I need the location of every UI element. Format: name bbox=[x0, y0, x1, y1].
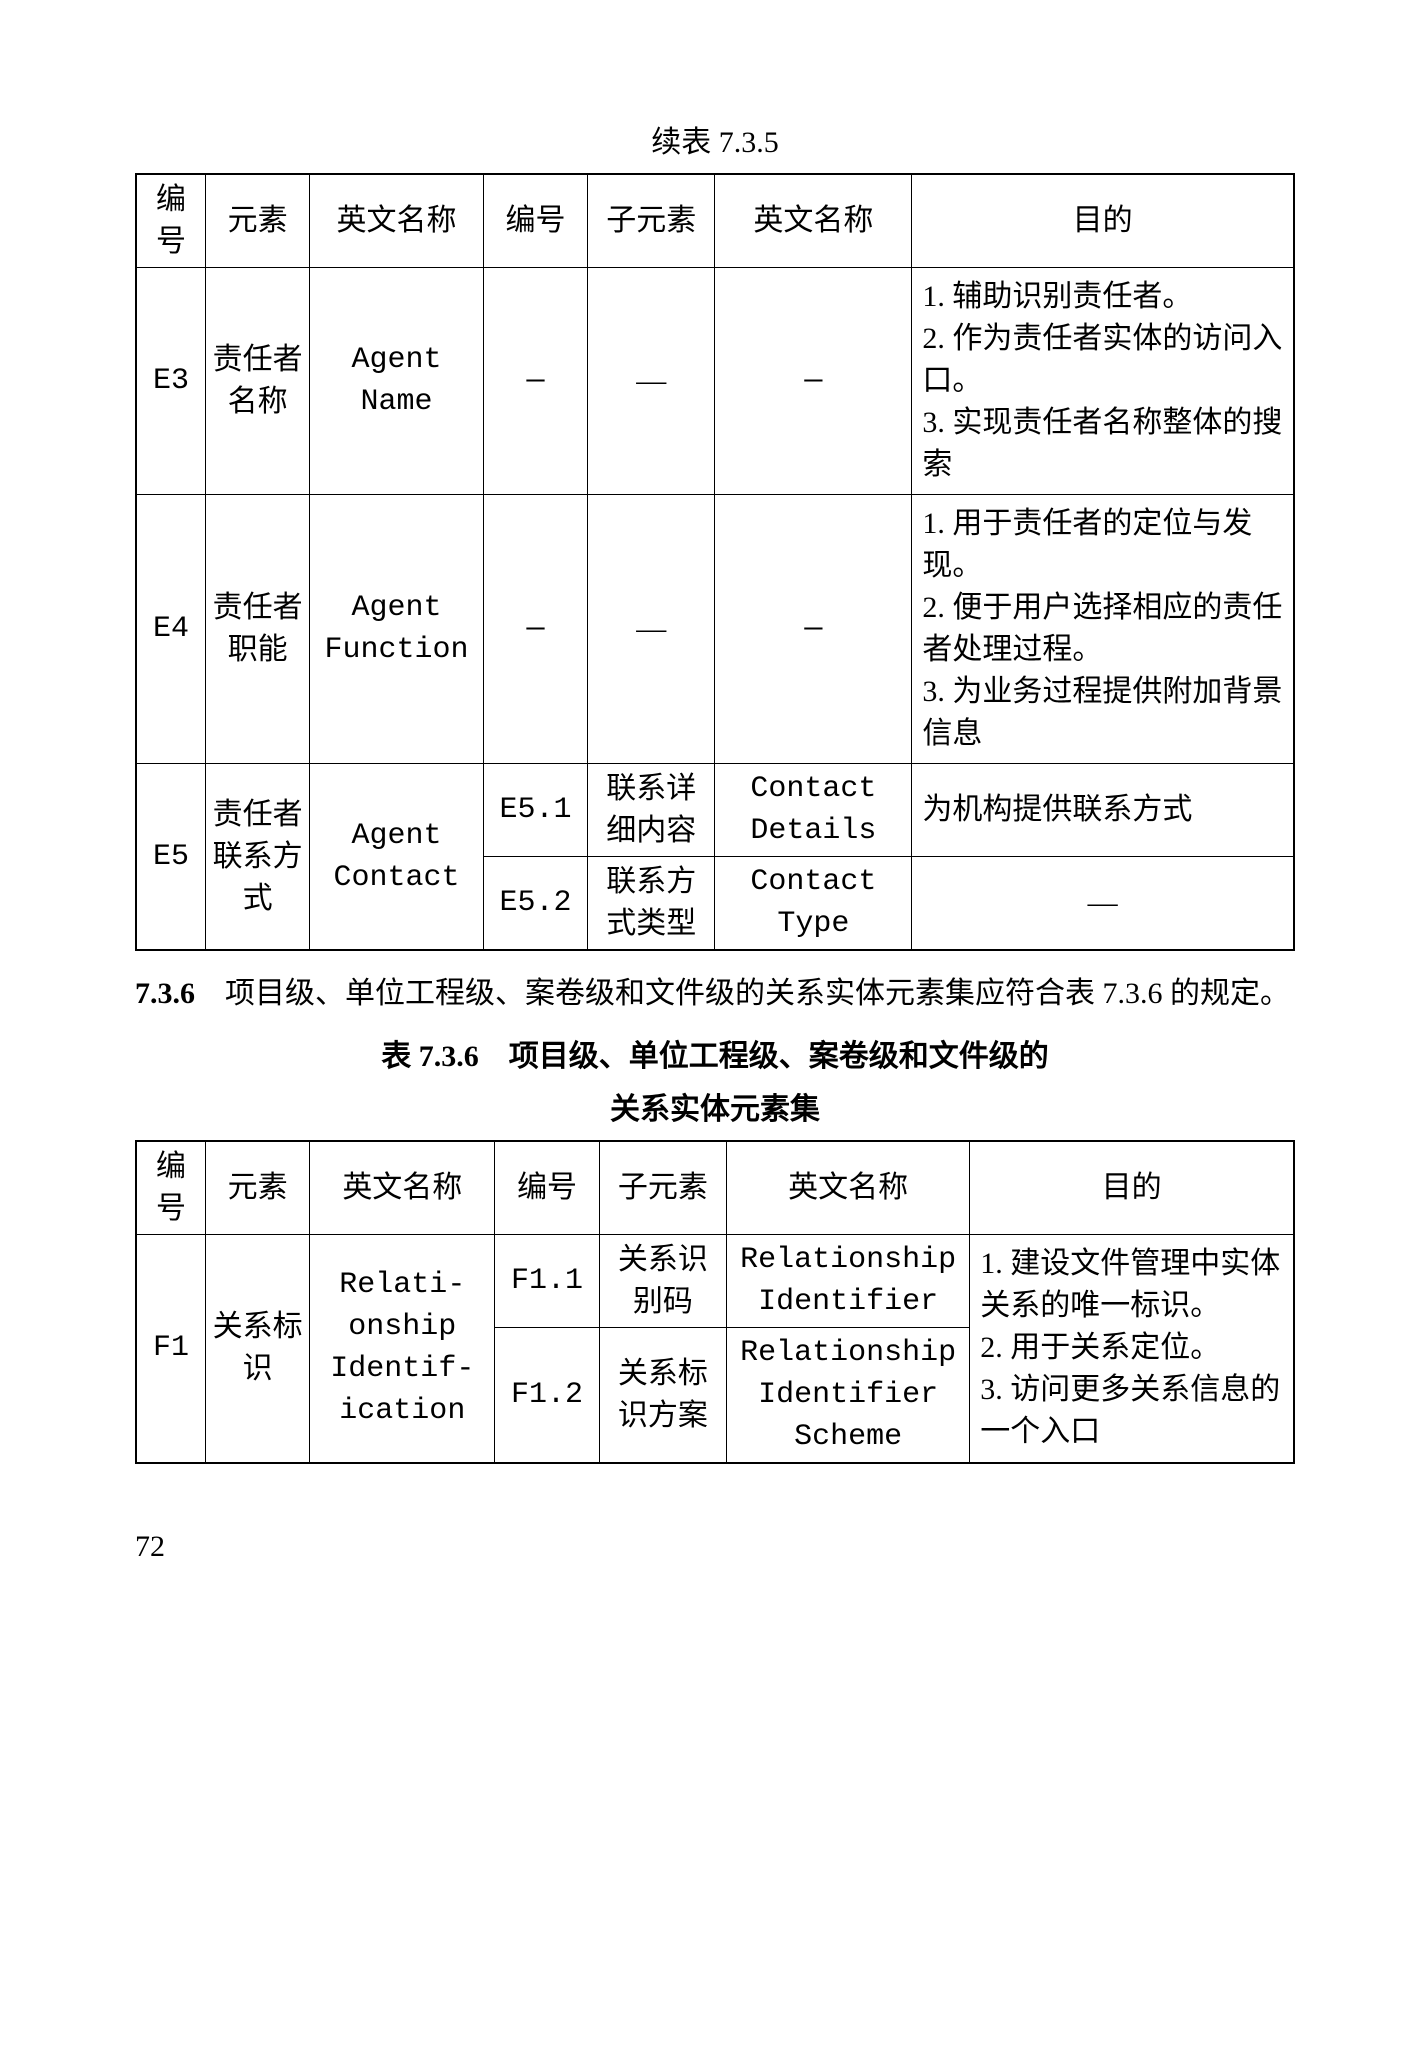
table-caption-continuation: 续表 7.3.5 bbox=[135, 120, 1295, 165]
purpose: 1. 用于责任者的定位与发现。2. 便于用户选择相应的责任者处理过程。3. 为业… bbox=[912, 495, 1294, 764]
row-id: E5 bbox=[136, 764, 205, 951]
sub-en-name: — bbox=[715, 268, 912, 495]
row-id: E4 bbox=[136, 495, 205, 764]
purpose: 1. 辅助识别责任者。2. 作为责任者实体的访问入口。3. 实现责任者名称整体的… bbox=[912, 268, 1294, 495]
table-7-3-5: 编号元素英文名称编号子元素英文名称目的E3责任者名称Agent Name———1… bbox=[135, 173, 1295, 951]
element-en-name: Agent Contact bbox=[310, 764, 484, 951]
table-header-cell: 英文名称 bbox=[715, 174, 912, 268]
sub-element: — bbox=[588, 495, 715, 764]
sub-id: F1.2 bbox=[495, 1327, 599, 1463]
sub-id: — bbox=[483, 268, 587, 495]
element-name: 责任者职能 bbox=[205, 495, 309, 764]
table-header-cell: 英文名称 bbox=[727, 1141, 970, 1235]
element-name: 责任者联系方式 bbox=[205, 764, 309, 951]
sub-id: F1.1 bbox=[495, 1234, 599, 1327]
table-7-3-6-caption-line1: 表 7.3.6 项目级、单位工程级、案卷级和文件级的 bbox=[135, 1034, 1295, 1079]
sub-en-name: Relationship Identifier bbox=[727, 1234, 970, 1327]
purpose: 为机构提供联系方式 bbox=[912, 764, 1294, 857]
sub-id: E5.2 bbox=[483, 857, 587, 951]
table-header-cell: 编号 bbox=[483, 174, 587, 268]
row-id: E3 bbox=[136, 268, 205, 495]
row-id: F1 bbox=[136, 1234, 205, 1463]
sub-element: 联系详细内容 bbox=[588, 764, 715, 857]
sub-en-name: — bbox=[715, 495, 912, 764]
table-row: E3责任者名称Agent Name———1. 辅助识别责任者。2. 作为责任者实… bbox=[136, 268, 1294, 495]
purpose: — bbox=[912, 857, 1294, 951]
table-header-cell: 编号 bbox=[495, 1141, 599, 1235]
element-name: 责任者名称 bbox=[205, 268, 309, 495]
table-header-cell: 目的 bbox=[970, 1141, 1294, 1235]
sub-en-name: Contact Details bbox=[715, 764, 912, 857]
element-en-name: Agent Function bbox=[310, 495, 484, 764]
page-number: 72 bbox=[135, 1524, 1295, 1569]
table-header-cell: 子元素 bbox=[588, 174, 715, 268]
table-header-cell: 目的 bbox=[912, 174, 1294, 268]
sub-en-name: Relationship Identifier Scheme bbox=[727, 1327, 970, 1463]
table-row: E5责任者联系方式Agent ContactE5.1联系详细内容Contact … bbox=[136, 764, 1294, 857]
sub-id: E5.1 bbox=[483, 764, 587, 857]
table-header-cell: 编号 bbox=[136, 1141, 205, 1235]
sub-element: 联系方式类型 bbox=[588, 857, 715, 951]
element-en-name: Relati-onship Identif-ication bbox=[310, 1234, 495, 1463]
table-header-cell: 英文名称 bbox=[310, 1141, 495, 1235]
table-7-3-6-caption-line2: 关系实体元素集 bbox=[135, 1087, 1295, 1132]
table-7-3-6: 编号元素英文名称编号子元素英文名称目的F1关系标识Relati-onship I… bbox=[135, 1140, 1295, 1464]
sub-id: — bbox=[483, 495, 587, 764]
sub-element: 关系标识方案 bbox=[599, 1327, 726, 1463]
table-row: F1关系标识Relati-onship Identif-icationF1.1关… bbox=[136, 1234, 1294, 1327]
table-header-cell: 英文名称 bbox=[310, 174, 484, 268]
element-name: 关系标识 bbox=[205, 1234, 309, 1463]
table-header-cell: 编号 bbox=[136, 174, 205, 268]
paragraph-7-3-6: 7.3.6 项目级、单位工程级、案卷级和文件级的关系实体元素集应符合表 7.3.… bbox=[135, 971, 1295, 1018]
sub-element: — bbox=[588, 268, 715, 495]
table-header-cell: 子元素 bbox=[599, 1141, 726, 1235]
section-number: 7.3.6 bbox=[135, 977, 195, 1010]
table-header-cell: 元素 bbox=[205, 1141, 309, 1235]
table-header-cell: 元素 bbox=[205, 174, 309, 268]
table-row: E4责任者职能Agent Function———1. 用于责任者的定位与发现。2… bbox=[136, 495, 1294, 764]
purpose: 1. 建设文件管理中实体关系的唯一标识。2. 用于关系定位。3. 访问更多关系信… bbox=[970, 1234, 1294, 1463]
paragraph-text: 项目级、单位工程级、案卷级和文件级的关系实体元素集应符合表 7.3.6 的规定。 bbox=[195, 977, 1290, 1010]
sub-en-name: Contact Type bbox=[715, 857, 912, 951]
sub-element: 关系识别码 bbox=[599, 1234, 726, 1327]
element-en-name: Agent Name bbox=[310, 268, 484, 495]
